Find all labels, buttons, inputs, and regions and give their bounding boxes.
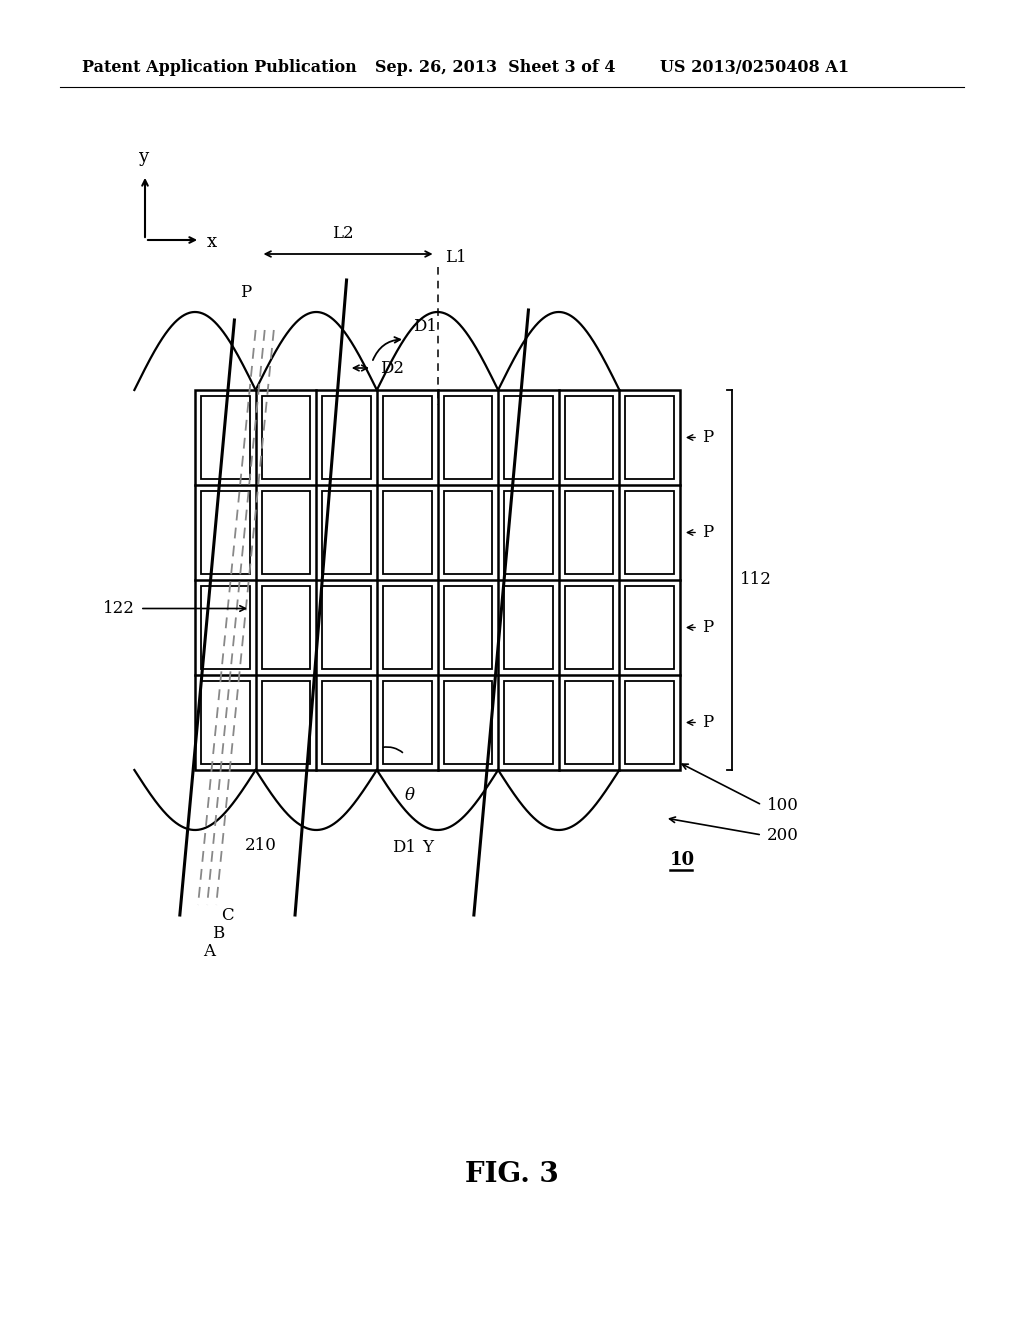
Bar — [443, 586, 493, 669]
Bar — [261, 586, 310, 669]
Bar — [383, 396, 431, 479]
Text: D1: D1 — [413, 318, 437, 335]
Bar — [504, 586, 553, 669]
Text: 122: 122 — [103, 601, 135, 616]
Bar — [443, 491, 493, 574]
Bar — [504, 396, 553, 479]
Bar — [201, 586, 250, 669]
Bar — [383, 491, 431, 574]
Bar — [504, 491, 553, 574]
Text: C: C — [221, 907, 233, 924]
Text: 112: 112 — [740, 572, 772, 589]
Text: P: P — [702, 619, 714, 636]
Bar — [323, 681, 371, 764]
Bar — [323, 491, 371, 574]
Text: D1: D1 — [392, 840, 416, 855]
Bar — [323, 396, 371, 479]
Text: x: x — [207, 234, 217, 251]
Text: Sep. 26, 2013  Sheet 3 of 4: Sep. 26, 2013 Sheet 3 of 4 — [375, 59, 615, 77]
Bar — [201, 491, 250, 574]
Bar — [261, 396, 310, 479]
Text: US 2013/0250408 A1: US 2013/0250408 A1 — [660, 59, 849, 77]
Text: L2: L2 — [332, 224, 354, 242]
Text: 100: 100 — [767, 796, 799, 813]
Bar — [504, 681, 553, 764]
Bar — [565, 586, 613, 669]
Bar — [443, 396, 493, 479]
Text: P: P — [702, 429, 714, 446]
Bar — [443, 681, 493, 764]
Bar — [626, 586, 674, 669]
Text: FIG. 3: FIG. 3 — [465, 1162, 559, 1188]
Text: B: B — [212, 925, 224, 942]
Bar — [201, 681, 250, 764]
Text: 210: 210 — [245, 837, 276, 854]
Bar — [626, 681, 674, 764]
Text: θ: θ — [404, 787, 415, 804]
Text: y: y — [138, 148, 148, 166]
Text: A: A — [203, 942, 215, 960]
Text: 10: 10 — [670, 851, 695, 869]
Bar — [195, 389, 680, 770]
Bar — [383, 586, 431, 669]
Bar — [565, 491, 613, 574]
Bar — [261, 491, 310, 574]
Bar — [323, 586, 371, 669]
Bar — [565, 681, 613, 764]
Text: Patent Application Publication: Patent Application Publication — [82, 59, 356, 77]
Bar — [261, 681, 310, 764]
Text: Y: Y — [422, 840, 433, 855]
Text: P: P — [240, 284, 251, 301]
Text: P: P — [702, 524, 714, 541]
Bar — [626, 491, 674, 574]
Text: P: P — [702, 714, 714, 731]
Bar — [626, 396, 674, 479]
Bar — [383, 681, 431, 764]
Text: L1: L1 — [445, 249, 467, 267]
Text: 200: 200 — [767, 826, 799, 843]
Text: D2: D2 — [380, 360, 403, 378]
Bar — [565, 396, 613, 479]
Bar — [201, 396, 250, 479]
